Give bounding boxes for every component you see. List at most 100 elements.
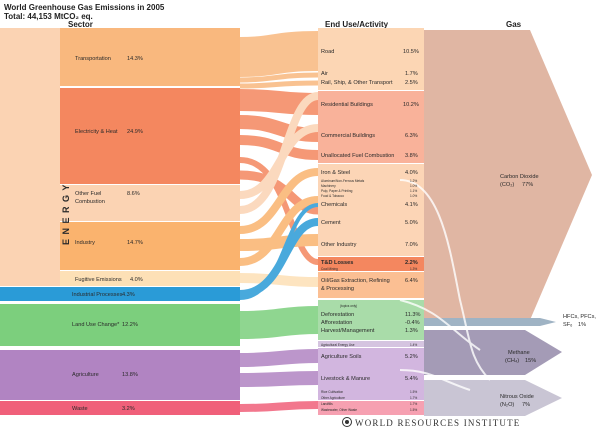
sector-label: Industry	[75, 240, 95, 246]
end-use-pct: 6.4%	[405, 278, 418, 284]
small-row-label: Machinery	[321, 184, 336, 188]
end-use-label: Wastewater, Other Waste	[321, 408, 357, 412]
end-use-transport-block	[318, 28, 424, 90]
end-use-label: T&D Losses	[321, 260, 353, 266]
methane-arrow	[424, 330, 562, 375]
sector-pct: 14.7%	[127, 240, 143, 246]
end-use-label: Road	[321, 49, 334, 55]
gas-pct: 77%	[522, 182, 533, 188]
gas-label: Methane	[508, 350, 530, 356]
end-use-landuse-block	[318, 300, 424, 340]
subtitle-text: Total: 44,153 MtCO₂ eq.	[4, 12, 93, 21]
gas-pct: 1%	[578, 322, 586, 328]
end-use-pct: 4.0%	[405, 170, 418, 176]
sector-pct: 14.3%	[127, 56, 143, 62]
flow-curves	[239, 31, 319, 412]
end-use-label: Air	[321, 71, 328, 77]
sector-label: Electricity & Heat	[75, 129, 118, 135]
end-use-label: Other Agriculture	[321, 396, 345, 400]
small-row-label: Pulp, Paper & Printing	[321, 189, 353, 193]
end-use-label: Iron & Steel	[321, 170, 350, 176]
sector-label: Industrial Processes	[72, 292, 123, 298]
band-electricity	[60, 88, 240, 184]
small-row-label: Food & Tobacco	[321, 194, 344, 198]
end-use-agri-energy-block	[318, 341, 424, 347]
end-use-label: Residential Buildings	[321, 102, 373, 108]
end-use-buildings-block	[318, 91, 424, 163]
gas-formula: SF₆	[563, 322, 572, 328]
end-use-label: Deforestation	[321, 312, 354, 318]
sector-pct: 3.2%	[122, 406, 135, 412]
end-use-pct: 7.0%	[405, 242, 418, 248]
gas-arrows	[424, 30, 592, 416]
small-row-pct: 1.2%	[410, 179, 417, 183]
end-use-label: Cement	[321, 220, 341, 226]
sector-label: Land Use Change*	[72, 322, 120, 328]
sector-bands	[0, 28, 240, 415]
gas-formula: (CO₂)	[500, 182, 514, 188]
end-use-pct: 11.3%	[405, 312, 420, 318]
sector-label: Transportation	[75, 56, 111, 62]
sector-label: Combustion	[75, 199, 105, 205]
end-use-label: Afforestation	[321, 320, 352, 326]
end-use-label: Unallocated Fuel Combustion	[321, 153, 394, 159]
end-use-label: Rice Cultivation	[321, 390, 343, 394]
end-use-pct: 5.0%	[405, 220, 418, 226]
end-use-pct: 2.2%	[405, 260, 418, 266]
end-use-label: Chemicals	[321, 202, 347, 208]
end-use-pct: 1.7%	[410, 396, 417, 400]
title-text: World Greenhouse Gas Emissions in 2005	[4, 3, 165, 12]
band-energy-bracket	[0, 28, 60, 286]
end-use-pct: 2.5%	[405, 80, 418, 86]
gas-label: Carbon Dioxide	[500, 174, 539, 180]
band-transportation	[60, 28, 240, 86]
end-use-agriculture-block	[318, 348, 424, 400]
band-other-fuel	[60, 185, 240, 221]
end-use-pct: 4.1%	[405, 202, 418, 208]
end-use-pct: 3.8%	[405, 153, 418, 159]
topics-only-note: (topics only)	[340, 304, 357, 308]
end-use-oilgas-block	[318, 272, 424, 298]
sector-labels: Transportation 14.3% Electricity & Heat …	[61, 56, 143, 412]
gas-formula: (N₂O)	[500, 402, 514, 408]
sector-label: Agriculture	[72, 372, 99, 378]
band-industrial-processes	[0, 287, 240, 301]
end-use-industry-block	[318, 164, 424, 256]
n2o-arrow	[424, 380, 562, 416]
sector-label: Waste	[72, 406, 88, 412]
end-use-label: Oil/Gas Extraction, Refining	[321, 278, 390, 284]
gas-labels: Carbon Dioxide (CO₂) 77% HFCs, PFCs, SF₆…	[500, 174, 596, 408]
end-use-label: Other Industry	[321, 242, 357, 248]
co2-arrow	[424, 30, 592, 320]
gas-pct: 7%	[522, 402, 530, 408]
end-use-label: Agricultural Energy Use	[321, 343, 355, 347]
sector-pct: 13.8%	[122, 372, 138, 378]
footer-organization: WORLD RESOURCES INSTITUTE	[355, 418, 521, 428]
end-use-pct: 1.7%	[405, 71, 418, 77]
header-sector: Sector	[68, 20, 93, 29]
end-use-pct: 5.2%	[405, 354, 418, 360]
band-agriculture	[0, 350, 240, 400]
end-use-pct: 1.3%	[405, 328, 418, 334]
end-use-label: Harvest/Management	[321, 328, 375, 334]
sector-pct: 4.0%	[130, 277, 143, 283]
header-gas: Gas	[506, 20, 522, 29]
end-use-label: Rail, Ship, & Other Transport	[321, 80, 393, 86]
end-use-pct: 5.4%	[405, 376, 418, 382]
gas-output-curves	[399, 179, 491, 391]
end-use-waste-block	[318, 401, 424, 415]
end-use-pct: 6.3%	[405, 133, 418, 139]
band-fugitive	[60, 271, 240, 286]
small-row-label: Aluminum/Non-Ferrous Metals	[321, 179, 365, 183]
end-use-pct: 1.3%	[410, 267, 417, 271]
small-row-pct: 1.0%	[410, 194, 417, 198]
hfc-arrow	[424, 318, 556, 326]
end-use-label: Commercial Buildings	[321, 133, 375, 139]
band-land-use	[0, 304, 240, 346]
end-use-pct: 1.5%	[410, 408, 417, 412]
end-use-pct: 1.5%	[410, 390, 417, 394]
end-use-pct: 1.4%	[410, 343, 417, 347]
header-end-use: End Use/Activity	[325, 20, 389, 29]
end-use-pct: 1.7%	[410, 402, 417, 406]
